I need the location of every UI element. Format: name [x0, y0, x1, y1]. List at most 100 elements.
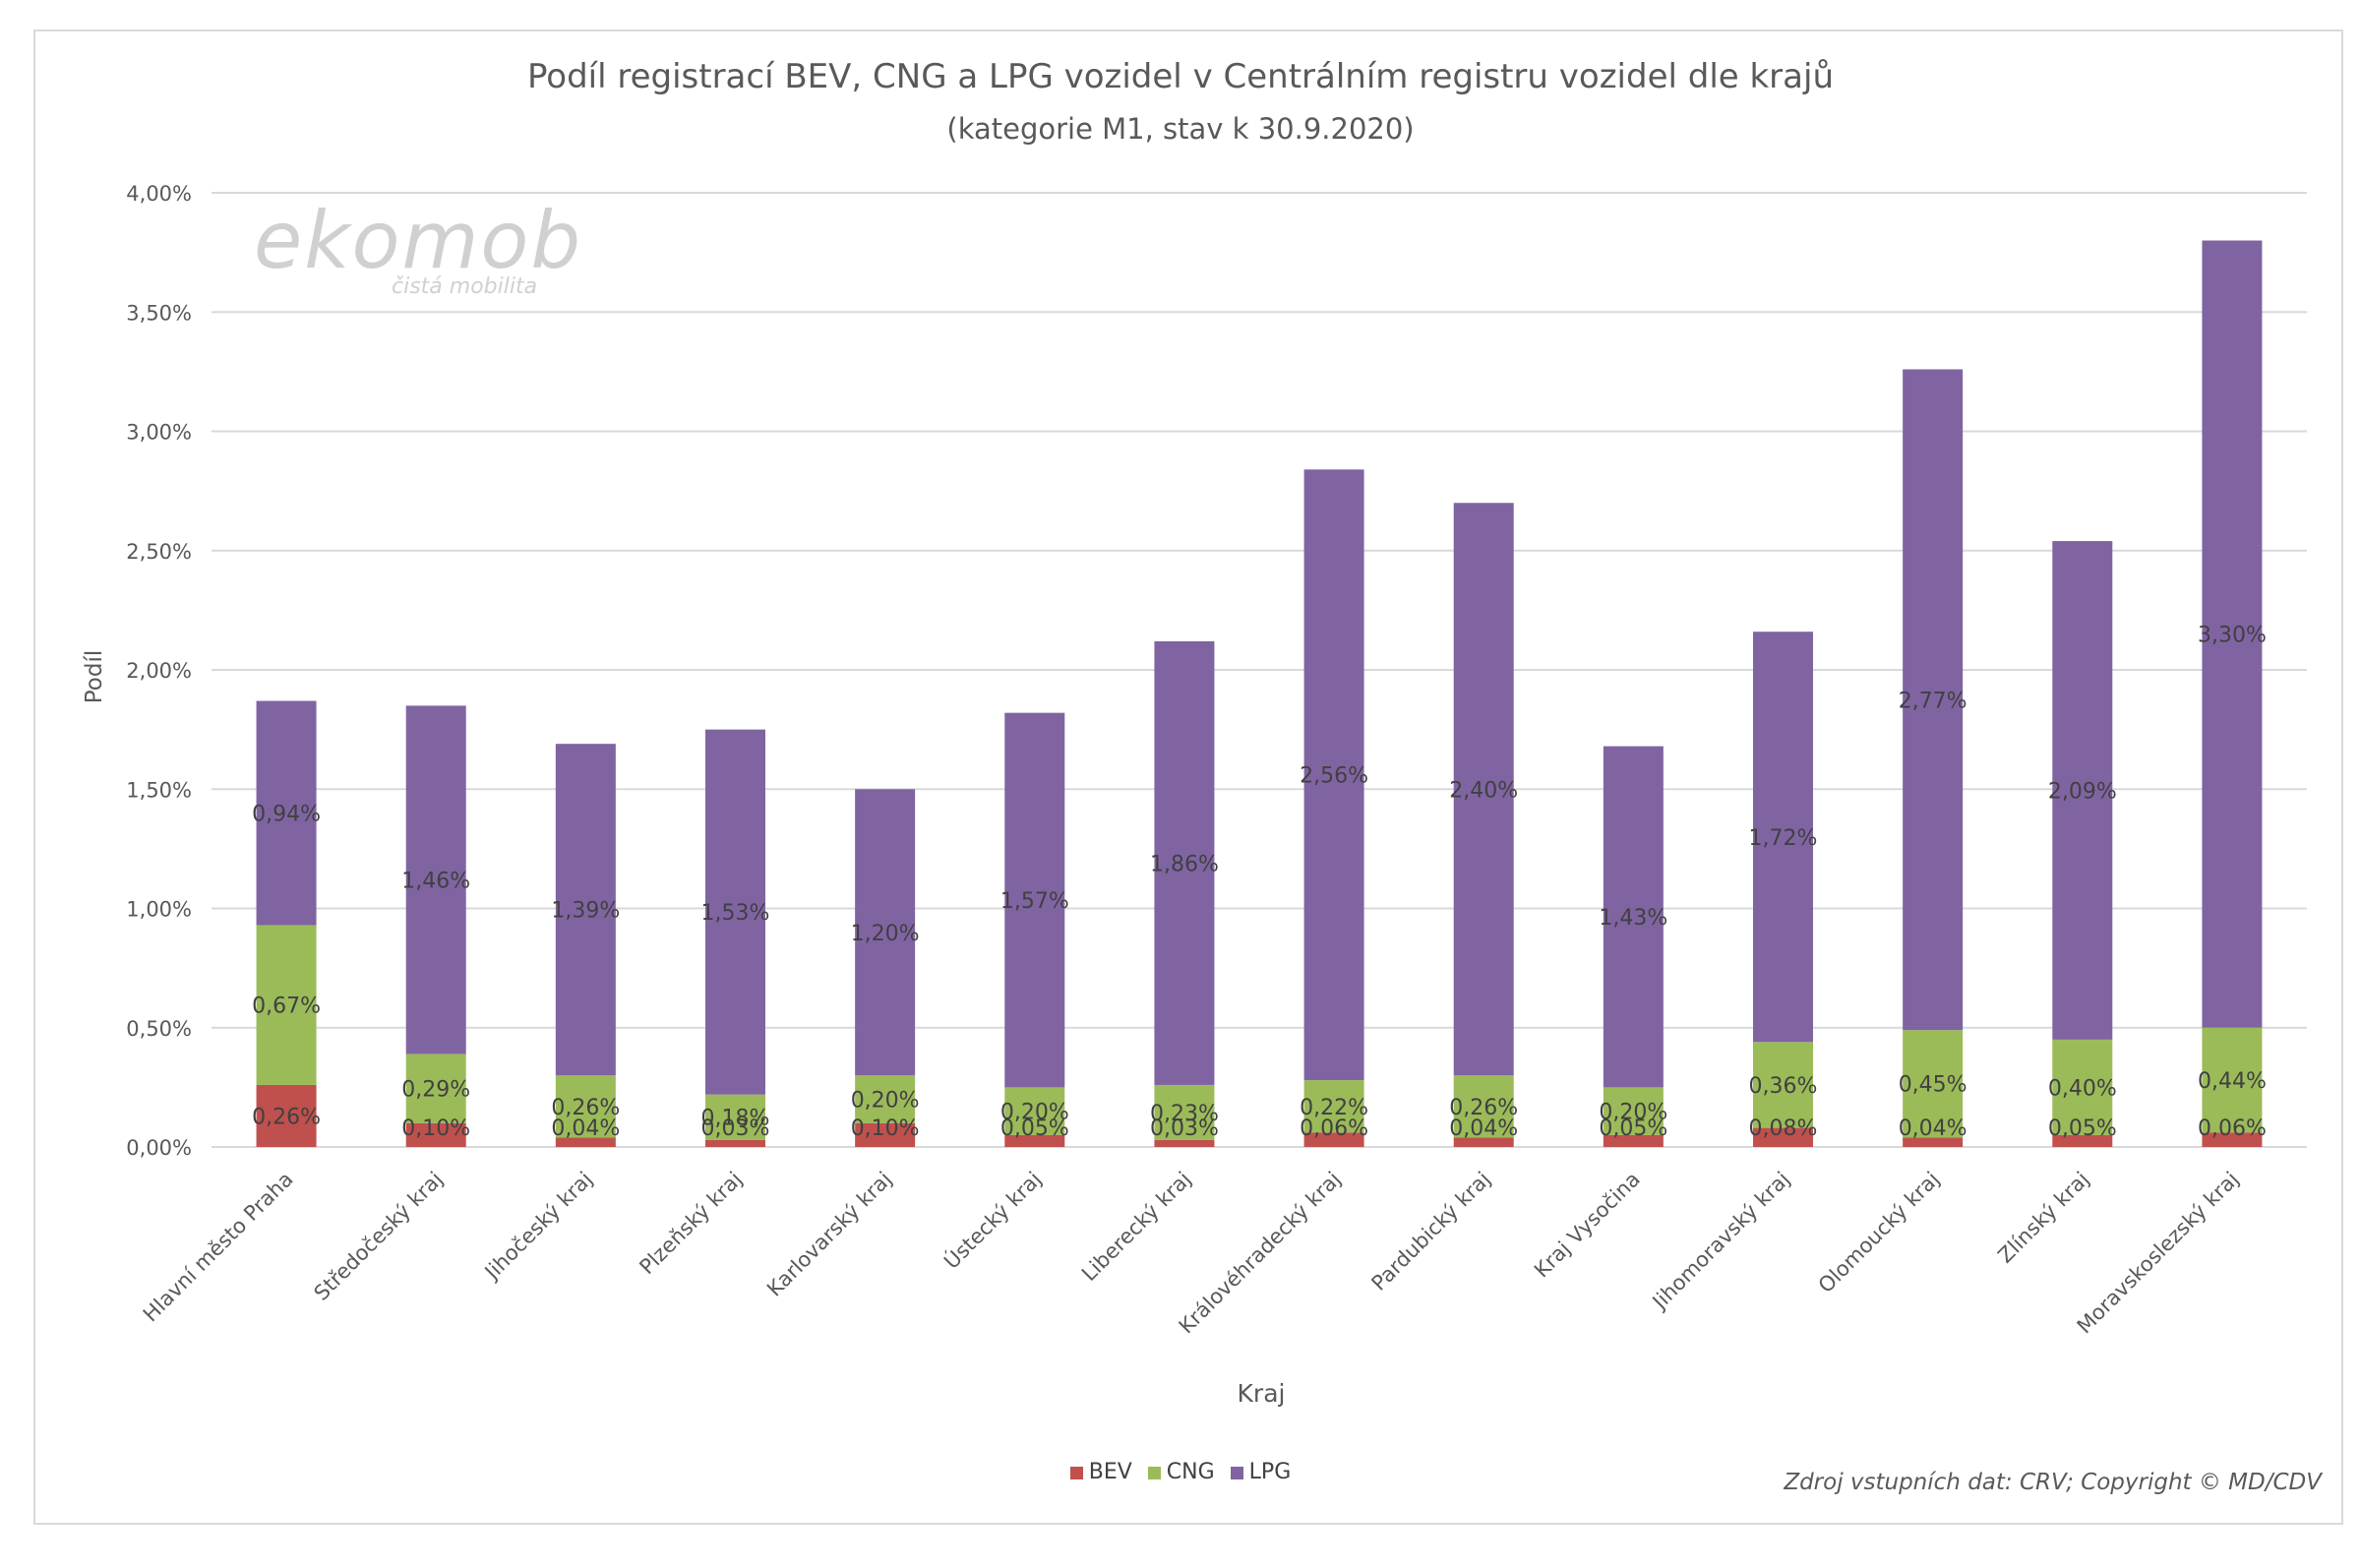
data-label-bev: 0,03% [1150, 1116, 1219, 1141]
source-note: Zdroj vstupních dat: CRV; Copyright © MD… [1784, 1470, 2322, 1495]
data-label-lpg: 1,20% [851, 922, 920, 946]
data-label-bev: 0,04% [551, 1116, 620, 1141]
bar-lpg [1004, 712, 1065, 1088]
data-labels: 0,26%0,67%0,94%0,10%0,29%1,46%0,04%0,26%… [252, 624, 2267, 1141]
x-tick-label: Kraj Vysočina [1530, 1168, 1645, 1283]
y-tick-label: 3,50% [126, 301, 192, 325]
data-label-cng: 0,26% [551, 1096, 620, 1120]
data-label-bev: 0,03% [701, 1116, 770, 1141]
bar-bev [705, 1139, 765, 1147]
bar-cng [256, 925, 317, 1085]
legend-item-cng: CNG [1147, 1460, 1215, 1484]
y-tick-label: 2,00% [126, 659, 192, 683]
legend-item-bev: BEV [1069, 1460, 1132, 1484]
data-label-bev: 0,06% [2198, 1116, 2267, 1141]
y-tick-label: 1,50% [126, 778, 192, 802]
bar-lpg [1303, 469, 1364, 1081]
chart-subtitle: (kategorie M1, stav k 30.9.2020) [946, 112, 1415, 146]
bar-bev [2052, 1134, 2113, 1147]
data-label-cng: 0,20% [1599, 1101, 1667, 1125]
data-label-bev: 0,04% [1449, 1116, 1518, 1141]
bar-bev [1154, 1139, 1215, 1147]
bar-lpg [2202, 240, 2263, 1028]
data-label-lpg: 1,46% [401, 869, 470, 893]
x-tick-label: Karlovarský kraj [762, 1168, 896, 1301]
x-tick-label: Liberecký kraj [1077, 1168, 1196, 1287]
bar-cng [1753, 1042, 1813, 1128]
data-label-lpg: 1,43% [1599, 906, 1667, 931]
x-tick-label: Královéhradecký kraj [1175, 1168, 1346, 1339]
legend-label: BEV [1088, 1460, 1132, 1484]
bar-lpg [1903, 369, 1964, 1031]
data-label-cng: 0,36% [1749, 1074, 1818, 1099]
data-label-lpg: 2,40% [1449, 778, 1518, 803]
bar-cng [1004, 1087, 1065, 1135]
data-label-lpg: 2,77% [1899, 689, 1968, 713]
data-label-lpg: 3,30% [2198, 624, 2267, 648]
ekomob-logo: ekomob čistá mobilita [254, 195, 583, 300]
x-axis-label: Kraj [1238, 1379, 1286, 1408]
data-label-cng: 0,40% [2048, 1076, 2117, 1101]
data-label-bev: 0,05% [1000, 1116, 1069, 1141]
data-label-cng: 0,67% [252, 995, 321, 1019]
bar-lpg [1603, 746, 1664, 1088]
data-label-cng: 0,26% [1449, 1096, 1518, 1120]
bar-bev [1753, 1127, 1813, 1147]
data-label-lpg: 1,72% [1749, 826, 1818, 851]
bar-cng [855, 1075, 916, 1123]
data-label-lpg: 1,86% [1150, 852, 1219, 876]
data-label-lpg: 1,57% [1000, 889, 1069, 914]
bar-lpg [405, 705, 466, 1055]
bar-cng [1603, 1087, 1664, 1135]
legend-label: CNG [1166, 1460, 1215, 1484]
y-tick-label: 1,00% [126, 898, 192, 922]
y-tick-label: 2,50% [126, 540, 192, 564]
logo-word: ekomob [254, 195, 583, 286]
data-label-lpg: 2,56% [1300, 764, 1368, 789]
bar-bev [256, 1084, 317, 1147]
data-label-lpg: 1,39% [551, 899, 620, 924]
bar-bev [1303, 1132, 1364, 1147]
bar-cng [1154, 1084, 1215, 1140]
data-label-cng: 0,44% [2198, 1069, 2267, 1094]
data-label-lpg: 0,94% [252, 803, 321, 827]
bar-bev [1903, 1137, 1964, 1147]
data-label-bev: 0,06% [1300, 1116, 1368, 1141]
bar-lpg [2052, 541, 2113, 1040]
bar-lpg [256, 700, 317, 926]
x-axis-ticks: Hlavní město Praha Středočeský kraj Jihoče… [139, 1167, 2244, 1339]
bar-cng [1903, 1030, 1964, 1138]
bar-cng [705, 1094, 765, 1140]
data-label-cng: 0,22% [1300, 1096, 1368, 1120]
bar-bev [1453, 1137, 1514, 1147]
chart-title: Podíl registrací BEV, CNG a LPG vozidel … [526, 57, 1834, 96]
bar-lpg [855, 789, 916, 1076]
data-label-bev: 0,26% [252, 1105, 321, 1129]
logo-tagline: čistá mobilita [392, 274, 538, 299]
bar-bev [555, 1137, 616, 1147]
x-tick-label: Zlínský kraj [1993, 1168, 2093, 1268]
data-label-bev: 0,08% [1749, 1116, 1818, 1141]
y-tick-label: 3,00% [126, 421, 192, 445]
y-tick-label: 0,00% [126, 1136, 192, 1160]
bar-lpg [1154, 640, 1215, 1085]
data-label-lpg: 2,09% [2048, 779, 2117, 804]
x-tick-label: Jihomoravský kraj [1647, 1168, 1794, 1315]
y-tick-label: 4,00% [126, 182, 192, 206]
legend: BEV CNG LPG [0, 1460, 2361, 1484]
legend-swatch [1230, 1466, 1243, 1479]
bar-lpg [705, 729, 765, 1095]
bar-cng [1453, 1075, 1514, 1138]
y-axis-ticks: 0,00% 0,50% 1,00% 1,50% 2,00% 2,50% 3,00% 3,50%… [126, 182, 192, 1160]
data-label-bev: 0,05% [2048, 1116, 2117, 1141]
data-label-lpg: 1,53% [701, 901, 770, 926]
legend-swatch [1069, 1466, 1083, 1479]
bar-bev [1004, 1134, 1065, 1147]
bar-cng [555, 1075, 616, 1138]
data-label-bev: 0,04% [1899, 1116, 1968, 1141]
gridlines [212, 192, 2307, 1148]
bar-bev [1603, 1134, 1664, 1147]
bar-lpg [1753, 632, 1813, 1043]
x-tick-label: Moravskoslezský kraj [2073, 1168, 2244, 1339]
